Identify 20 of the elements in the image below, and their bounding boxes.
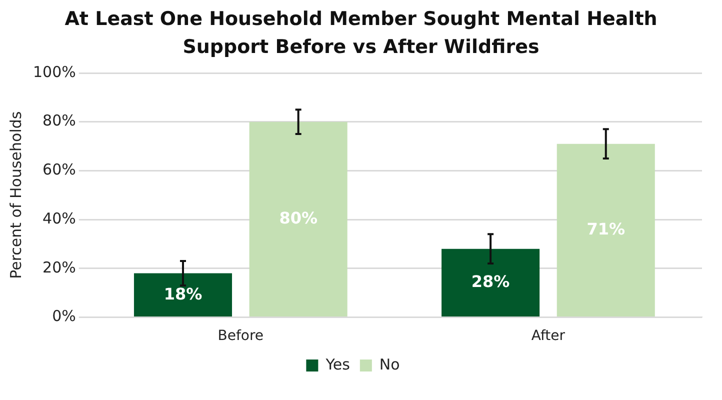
data-label: 28%	[471, 272, 510, 292]
legend-label: No	[379, 355, 400, 374]
data-label: 18%	[164, 284, 202, 304]
data-label: 80%	[279, 208, 318, 228]
data-label: 71%	[586, 220, 626, 239]
chart-title: At Least One Household Member Sought Mental Health Support Before vs After Wildfires	[64, 7, 658, 60]
y-tick-label: 80%	[42, 112, 76, 130]
x-tick-label: After	[531, 328, 566, 344]
y-tick-label: 60%	[42, 160, 76, 179]
y-tick-label: 100%	[32, 62, 76, 81]
y-tick-label: 0%	[52, 307, 76, 326]
y-tick-label: 40%	[42, 210, 76, 228]
y-axis-title: Percent of Households	[6, 111, 25, 280]
x-tick-label: Before	[218, 328, 264, 344]
legend-label: Yes	[324, 355, 350, 374]
bar	[442, 248, 540, 317]
y-tick-label: 20%	[42, 258, 76, 276]
bar	[134, 273, 232, 317]
bar	[249, 122, 348, 317]
bar	[556, 144, 655, 317]
